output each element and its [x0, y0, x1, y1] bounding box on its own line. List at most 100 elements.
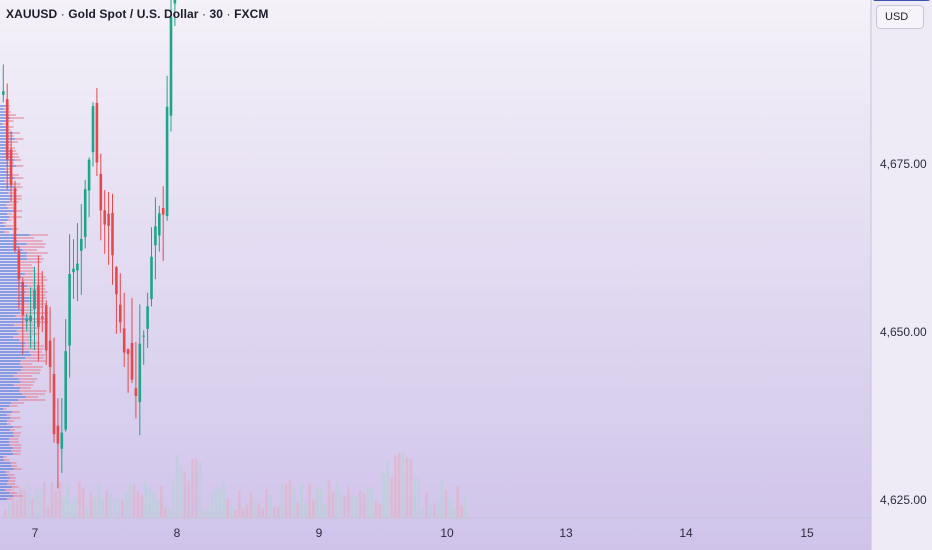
- candle-body: [48, 340, 52, 368]
- volume-profile-bar: [7, 207, 17, 209]
- volume-bar: [93, 497, 97, 518]
- volume-profile-bar: [2, 222, 7, 224]
- candle-body: [60, 432, 64, 449]
- candle-body: [154, 226, 157, 246]
- volume-profile-bar: [0, 423, 8, 425]
- volume-bar: [331, 491, 335, 518]
- volume-profile-bar: [0, 483, 8, 485]
- volume-bar: [171, 480, 175, 518]
- volume-bar: [195, 458, 198, 518]
- volume-profile-bar: [0, 453, 14, 455]
- volume-profile-bar: [11, 486, 19, 488]
- volume-profile-bar: [0, 369, 22, 371]
- volume-bar: [148, 488, 151, 518]
- volume-profile-bar: [13, 432, 21, 434]
- volume-profile-bar: [14, 159, 22, 161]
- volume-bar: [85, 508, 89, 518]
- volume-profile-bar: [13, 495, 23, 497]
- candle-body: [41, 316, 44, 319]
- volume-profile-bar: [0, 150, 10, 152]
- volume-profile-bar: [0, 390, 20, 392]
- volume-profile-bar: [0, 357, 26, 359]
- volume-profile-bar: [0, 162, 8, 164]
- price-level-tag: [873, 0, 930, 1]
- volume-profile-bar: [0, 273, 25, 275]
- volume-bar: [117, 499, 120, 518]
- volume-bar: [355, 496, 358, 518]
- volume-bar: [226, 498, 229, 518]
- volume-profile-bar: [0, 291, 27, 293]
- volume-profile-bar: [19, 279, 48, 281]
- volume-profile-bar: [14, 324, 35, 326]
- volume-bar: [124, 491, 128, 518]
- volume-bar: [397, 452, 401, 518]
- volume-profile-bar: [14, 177, 24, 179]
- candle-body: [103, 210, 106, 225]
- volume-profile-bar: [8, 438, 19, 440]
- candle-body: [146, 306, 149, 329]
- volume-profile-bar: [10, 462, 17, 464]
- volume-profile-bar: [17, 372, 40, 374]
- volume-profile-bar: [0, 351, 29, 353]
- volume-profile-bar: [5, 168, 13, 170]
- volume-bar: [292, 487, 296, 518]
- x-tick-label: 15: [800, 526, 814, 540]
- volume-bar: [370, 487, 374, 518]
- volume-profile-bar: [0, 207, 8, 209]
- volume-profile-bar: [5, 204, 14, 206]
- volume-profile-bar: [0, 363, 20, 365]
- candle-body: [134, 388, 138, 396]
- volume-profile-bar: [22, 393, 45, 395]
- volume-profile-bar: [5, 471, 10, 473]
- candle-body: [91, 106, 95, 153]
- volume-profile-bar: [12, 132, 20, 134]
- volume-profile-bar: [0, 339, 20, 341]
- candle-body: [56, 425, 60, 444]
- volume-profile-bar: [0, 462, 11, 464]
- volume-profile-bar: [0, 354, 31, 356]
- volume-profile-bar: [0, 240, 18, 242]
- volume-profile-bar: [0, 216, 10, 218]
- symbol-header[interactable]: XAUUSD · Gold Spot / U.S. Dollar · 30 · …: [6, 7, 268, 21]
- volume-profile-bar: [0, 117, 11, 119]
- volume-bar: [238, 490, 241, 518]
- price-axis: [871, 0, 932, 550]
- volume-bar: [179, 466, 183, 518]
- volume-profile-bar: [20, 387, 32, 389]
- volume-profile-bar: [20, 381, 35, 383]
- volume-bar: [257, 503, 261, 518]
- candle-body: [130, 342, 134, 380]
- candle-body: [80, 238, 83, 251]
- currency-button[interactable]: USD: [876, 5, 924, 29]
- volume-bar: [335, 482, 339, 518]
- volume-profile-bar: [30, 354, 45, 356]
- candle-body: [13, 188, 17, 250]
- candle-body: [95, 103, 99, 163]
- volume-profile-bar: [27, 285, 46, 287]
- volume-bar: [156, 500, 159, 518]
- volume-profile-bar: [0, 396, 26, 398]
- volume-bar: [89, 493, 93, 518]
- volume-profile-bar: [26, 291, 48, 293]
- volume-profile-bar: [0, 435, 14, 437]
- volume-profile-bar: [0, 393, 23, 395]
- volume-profile-bar: [11, 450, 21, 452]
- volume-profile-bar: [0, 144, 7, 146]
- volume-profile-bar: [22, 282, 44, 284]
- volume-profile-bar: [20, 267, 36, 269]
- x-tick-label: 13: [559, 526, 573, 540]
- volume-bar: [413, 478, 417, 518]
- volume-profile-bar: [9, 429, 15, 431]
- volume-bar: [97, 482, 101, 518]
- volume-profile-bar: [19, 246, 45, 248]
- volume-profile-bar: [31, 318, 48, 320]
- candle-body: [33, 290, 36, 310]
- volume-profile-bar: [13, 435, 20, 437]
- volume-profile-bar: [0, 192, 9, 194]
- volume-bar: [366, 487, 370, 518]
- volume-profile-bar: [0, 114, 9, 116]
- volume-profile-bar: [0, 375, 14, 377]
- volume-bar: [43, 482, 46, 518]
- volume-profile-bar: [12, 447, 22, 449]
